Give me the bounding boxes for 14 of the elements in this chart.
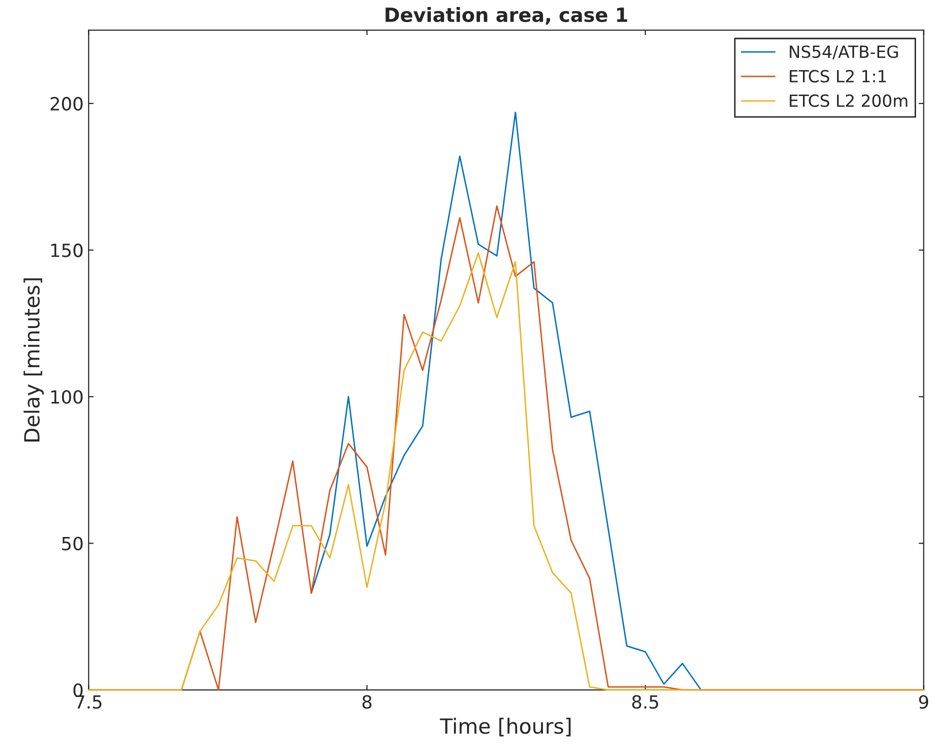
chart-title: Deviation area, case 1: [386, 7, 628, 25]
y-tick-label: 100: [51, 390, 83, 404]
x-tick-label: 8.5: [632, 695, 658, 709]
legend-label: NS54/ATB-EG: [790, 45, 898, 60]
y-tick-label: 150: [51, 244, 83, 258]
x-tick-label: 9: [919, 695, 928, 709]
y-axis-title: Delay [minutes]: [24, 278, 44, 442]
y-tick-label: 50: [62, 536, 83, 550]
x-tick-label: 8: [362, 695, 372, 709]
legend-label: ETCS L2 1:1: [790, 70, 886, 83]
legend-label: ETCS L2 200m: [790, 94, 908, 107]
x-axis-title: Time [hours]: [440, 718, 571, 736]
y-tick-label: 200: [50, 96, 83, 111]
x-tick-label: 7.5: [76, 695, 102, 709]
